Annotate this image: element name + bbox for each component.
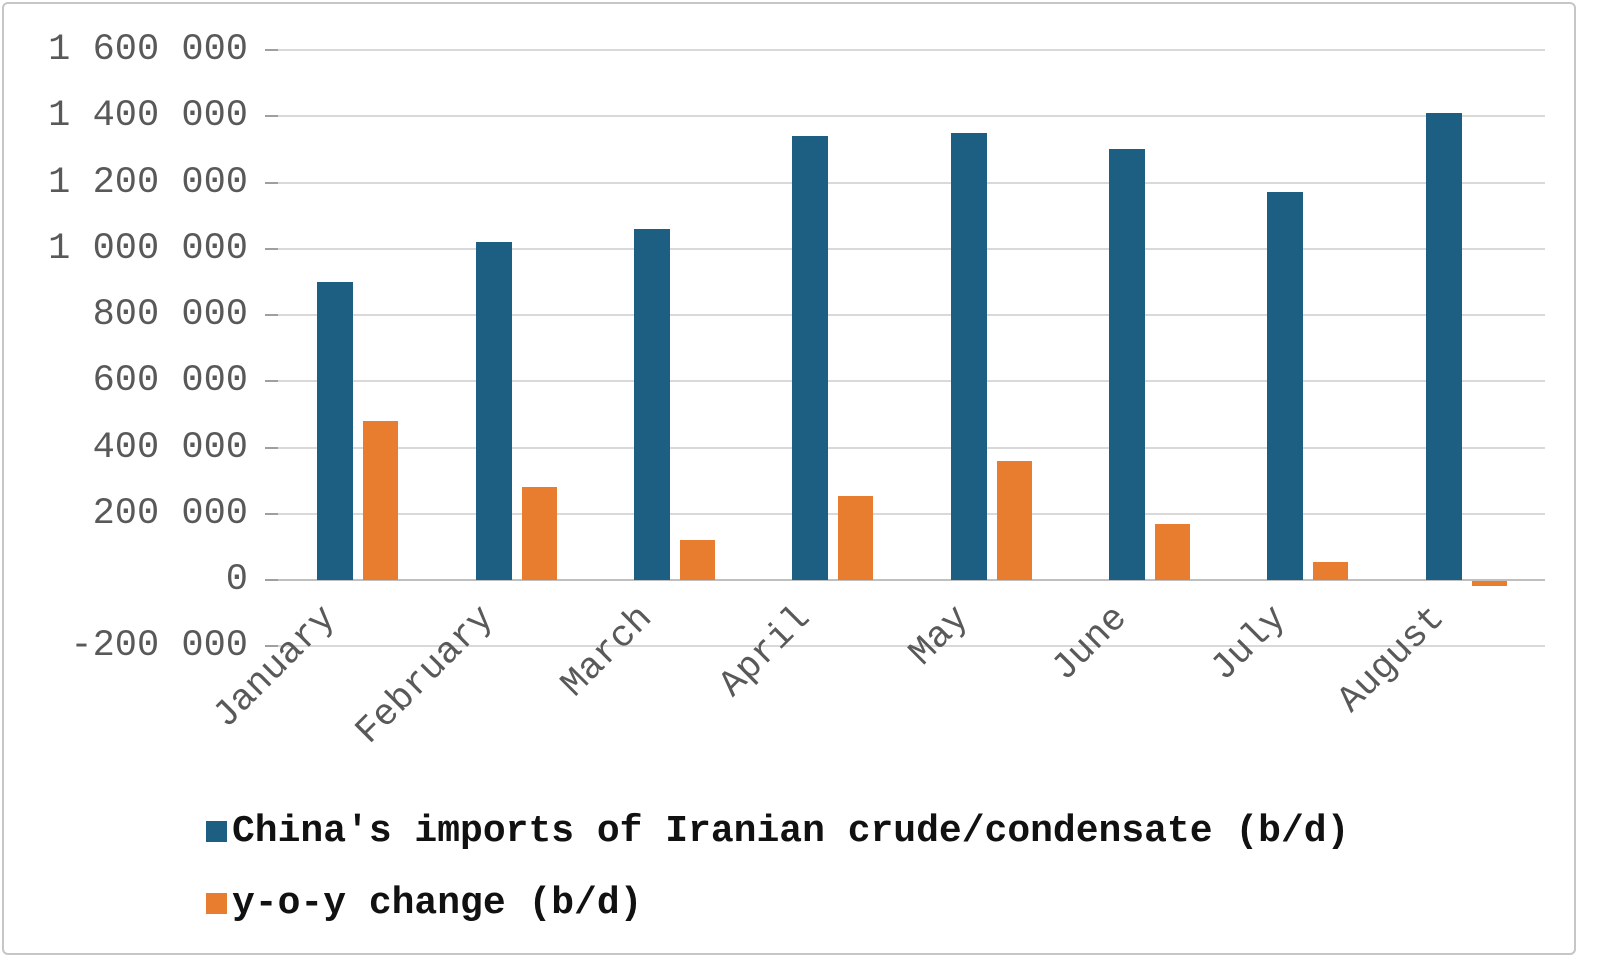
y-axis-label: 400 000 (92, 427, 248, 469)
y-axis-label: 1 000 000 (48, 228, 248, 270)
bar-yoy-february (522, 487, 557, 580)
y-axis-tick (265, 314, 278, 316)
bar-imports-february (476, 242, 512, 580)
gridline-800000 (278, 314, 1545, 316)
y-axis-tick (265, 645, 278, 647)
bar-yoy-may (997, 461, 1032, 580)
bar-imports-august (1426, 113, 1462, 580)
bar-yoy-july (1313, 562, 1348, 580)
bar-yoy-april (838, 496, 873, 580)
gridline-0 (278, 579, 1545, 581)
gridline-600000 (278, 380, 1545, 382)
legend: China's imports of Iranian crude/condens… (206, 803, 1349, 931)
y-axis-tick (265, 380, 278, 382)
y-axis-label: 1 600 000 (48, 29, 248, 71)
bar-imports-july (1267, 192, 1303, 580)
y-axis-tick (265, 248, 278, 250)
x-axis-label-january: January (205, 597, 345, 738)
y-axis-tick (265, 447, 278, 449)
bar-yoy-january (363, 421, 398, 580)
y-axis-label: -200 000 (70, 625, 248, 667)
y-axis-tick (265, 115, 278, 117)
gridline-1600000 (278, 49, 1545, 51)
gridline-1000000 (278, 248, 1545, 250)
legend-item-imports: China's imports of Iranian crude/condens… (206, 803, 1349, 859)
y-axis-tick (265, 579, 278, 581)
y-axis-label: 800 000 (92, 294, 248, 336)
gridline-400000 (278, 447, 1545, 449)
y-axis-tick (265, 182, 278, 184)
x-axis-label-may: May (901, 597, 979, 675)
legend-label-imports: China's imports of Iranian crude/condens… (232, 809, 1350, 853)
y-axis-tick (265, 513, 278, 515)
x-axis-label-february: February (347, 597, 504, 754)
y-axis-label: 600 000 (92, 360, 248, 402)
gridline-1400000 (278, 115, 1545, 117)
bar-imports-march (634, 229, 670, 580)
bar-yoy-june (1155, 524, 1190, 580)
bar-imports-january (317, 282, 353, 580)
legend-item-yoy: y-o-y change (b/d) (206, 875, 1349, 931)
gridline-200000 (278, 513, 1545, 515)
bar-imports-may (951, 133, 987, 580)
chart-border-frame (2, 2, 1576, 955)
bar-imports-april (792, 136, 828, 580)
legend-swatch-imports-icon (206, 820, 227, 842)
x-axis-label-march: March (553, 597, 662, 707)
y-axis-label: 1 400 000 (48, 95, 248, 137)
legend-swatch-yoy-icon (206, 892, 227, 914)
gridline-1200000 (278, 182, 1545, 184)
bar-yoy-august (1472, 581, 1507, 586)
gridline--200000 (278, 645, 1545, 647)
bar-yoy-march (680, 540, 715, 580)
y-axis-label: 200 000 (92, 493, 248, 535)
y-axis-label: 1 200 000 (48, 162, 248, 204)
x-axis-label-august: August (1329, 597, 1454, 722)
legend-label-yoy: y-o-y change (b/d) (232, 881, 643, 925)
x-axis-label-april: April (711, 597, 820, 707)
bar-imports-june (1109, 149, 1145, 580)
y-axis-tick (265, 49, 278, 51)
y-axis-label: 0 (225, 559, 248, 601)
